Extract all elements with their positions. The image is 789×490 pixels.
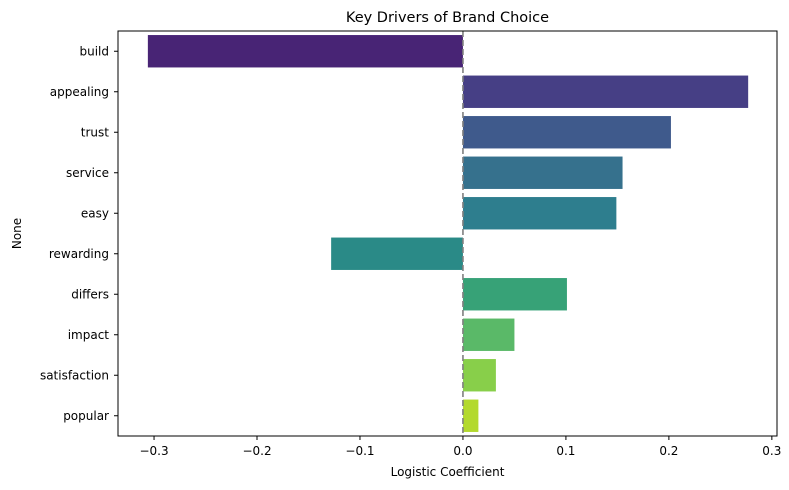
x-tick-label-6: 0.3: [762, 444, 781, 458]
bar-satisfaction: [462, 359, 496, 392]
x-tick-label-5: 0.2: [659, 444, 678, 458]
x-tick-label-2: −0.1: [345, 444, 374, 458]
x-tick-label-0: −0.3: [139, 444, 168, 458]
bar-rewarding: [331, 237, 463, 270]
y-tick-label-popular: popular: [63, 409, 109, 423]
y-tick-label-rewarding: rewarding: [49, 247, 109, 261]
x-axis-label: Logistic Coefficient: [391, 465, 505, 479]
chart-title: Key Drivers of Brand Choice: [346, 10, 549, 26]
y-tick-label-differs: differs: [71, 287, 109, 301]
y-tick-label-build: build: [79, 44, 109, 58]
y-tick-label-trust: trust: [81, 125, 109, 139]
bar-trust: [462, 116, 671, 149]
bar-easy: [462, 197, 617, 230]
y-axis-label: None: [10, 218, 24, 249]
bar-popular: [462, 399, 479, 432]
x-tick-label-4: 0.1: [556, 444, 575, 458]
bars-layer: [147, 35, 749, 432]
bar-differs: [462, 278, 567, 311]
y-tick-label-easy: easy: [81, 206, 109, 220]
bar-impact: [462, 318, 515, 351]
y-tick-label-service: service: [66, 166, 109, 180]
bar-appealing: [462, 75, 749, 108]
bar-service: [462, 156, 623, 189]
y-tick-label-appealing: appealing: [50, 85, 109, 99]
y-tick-label-impact: impact: [68, 328, 110, 342]
x-tick-label-3: 0.0: [453, 444, 472, 458]
x-axis: −0.3 −0.2 −0.1 0.0 0.1 0.2 0.3: [139, 436, 781, 458]
x-tick-label-1: −0.2: [242, 444, 271, 458]
y-axis: build appealing trust service easy rewarding d…: [40, 44, 118, 423]
plot-area-frame: [117, 30, 778, 437]
bar-build: [147, 35, 463, 68]
y-tick-label-satisfaction: satisfaction: [40, 368, 109, 382]
